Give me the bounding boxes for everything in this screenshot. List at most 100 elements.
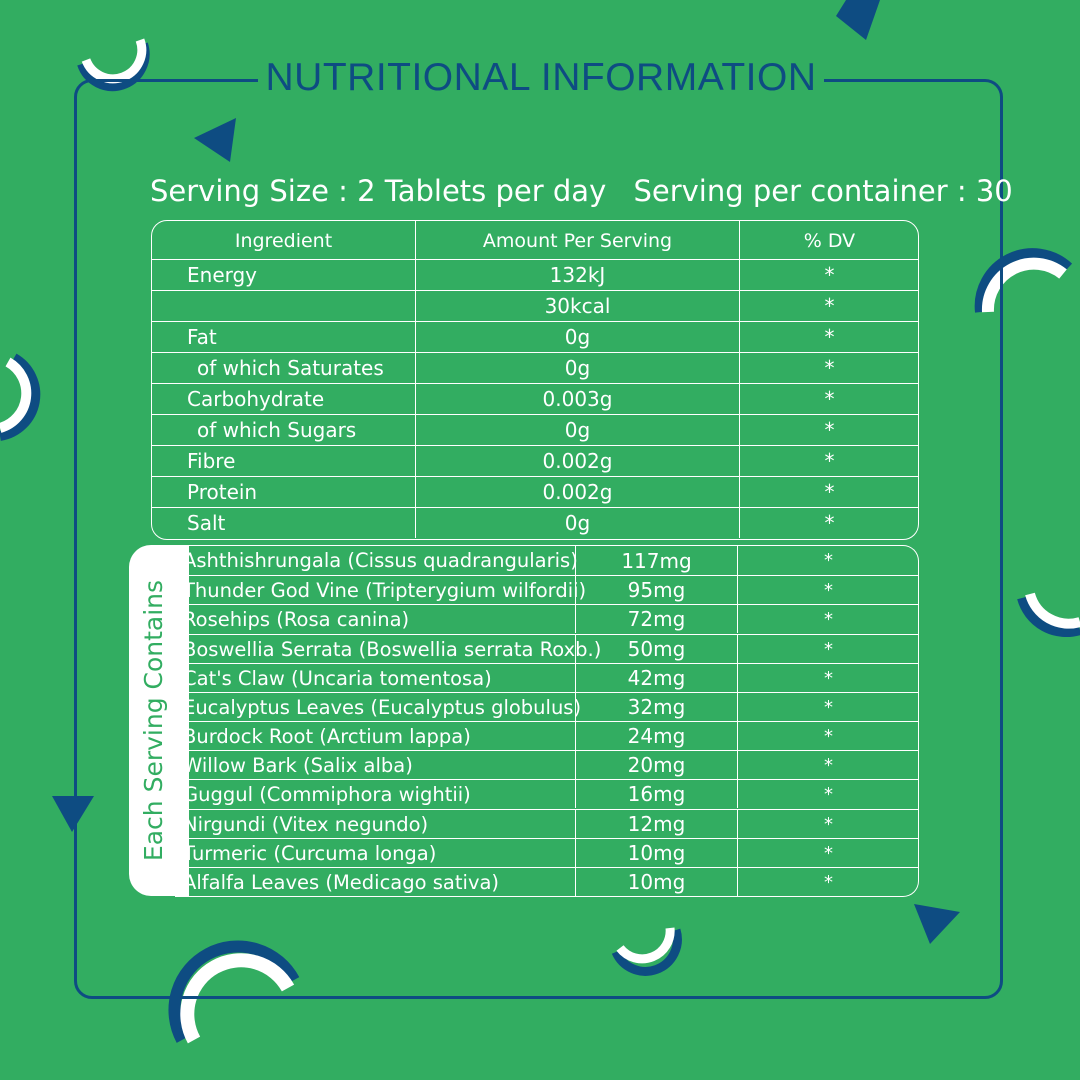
dv-cell: * (737, 576, 918, 605)
amount-cell: 30kcal (415, 291, 739, 321)
table-row: Guggul (Commiphora wightii) 16mg * (175, 779, 918, 809)
dv-cell: * (739, 477, 918, 507)
dv-cell: * (739, 291, 918, 321)
table-row: Willow Bark (Salix alba) 20mg * (175, 750, 918, 780)
amount-cell: 50mg (575, 635, 737, 664)
dv-cell: * (737, 722, 918, 751)
dv-cell: * (737, 839, 918, 868)
side-label-background (129, 545, 189, 896)
table-row: Alfalfa Leaves (Medicago sativa) 10mg * (175, 867, 918, 896)
arc-left-edge (0, 353, 41, 441)
amount-cell: 10mg (575, 839, 737, 868)
arc-left-edge-inner (0, 357, 32, 433)
nutrition-table: Ingredient Amount Per Serving % DV Energ… (151, 220, 919, 540)
dv-cell: * (739, 260, 918, 290)
dv-cell: * (737, 868, 918, 896)
ingredient-cell: Turmeric (Curcuma longa) (183, 841, 437, 865)
dv-cell: * (737, 635, 918, 664)
dv-cell: * (737, 780, 918, 809)
triangle-left-lower (52, 796, 94, 832)
table-row: Burdock Root (Arctium lappa) 24mg * (175, 721, 918, 751)
arc-top-left-inner (81, 38, 147, 84)
ingredient-cell: Protein (187, 480, 258, 504)
amount-cell: 24mg (575, 722, 737, 751)
table-row: Thunder God Vine (Tripterygium wilfordii… (175, 575, 918, 605)
amount-cell: 0.002g (415, 446, 739, 476)
amount-cell: 0.002g (415, 477, 739, 507)
table-row: 30kcal * (152, 290, 918, 321)
arc-bottom-left (168, 940, 300, 1043)
header-dv: % DV (739, 221, 918, 261)
arc-bottom-left-inner (180, 953, 295, 1044)
table-row: Cat's Claw (Uncaria tomentosa) 42mg * (175, 663, 918, 693)
nutrition-table-header: Ingredient Amount Per Serving % DV (152, 221, 918, 261)
ingredient-cell: Guggul (Commiphora wightii) (183, 782, 471, 806)
triangle-bottom-right (914, 904, 960, 944)
amount-cell: 42mg (575, 664, 737, 693)
amount-cell: 32mg (575, 693, 737, 722)
ingredient-cell: of which Sugars (197, 418, 357, 442)
table-row: Carbohydrate 0.003g * (152, 383, 918, 414)
table-row: Fibre 0.002g * (152, 445, 918, 476)
dv-cell: * (737, 751, 918, 780)
dv-cell: * (739, 508, 918, 538)
serving-per-container: Serving per container : 30 (633, 174, 1013, 208)
table-row: of which Saturates 0g * (152, 352, 918, 383)
arc-right-inner (981, 257, 1067, 313)
dv-cell: * (739, 322, 918, 352)
amount-cell: 0g (415, 322, 739, 352)
ingredient-cell: Alfalfa Leaves (Medicago sativa) (183, 870, 500, 894)
amount-cell: 12mg (575, 810, 737, 839)
arc-bottom-middle-inner (616, 927, 675, 964)
table-row: Rosehips (Rosa canina) 72mg * (175, 604, 918, 634)
ingredient-cell: Carbohydrate (187, 387, 325, 411)
arc-bottom-middle (611, 928, 682, 976)
title-container: NUTRITIONAL INFORMATION (258, 52, 824, 104)
triangle-left (194, 118, 236, 162)
amount-cell: 0g (415, 353, 739, 383)
table-row: Protein 0.002g * (152, 476, 918, 507)
ingredient-cell: Boswellia Serrata (Boswellia serrata Rox… (183, 637, 602, 661)
ingredient-cell: of which Saturates (197, 356, 384, 380)
dv-cell: * (739, 415, 918, 445)
ingredient-cell (152, 291, 415, 321)
arc-right-edge (1017, 596, 1080, 638)
ingredient-cell: Thunder God Vine (Tripterygium wilfordii… (183, 578, 587, 602)
side-label-container: Each Serving Contains (129, 545, 179, 896)
table-row: Ashthishrungala (Cissus quadrangularis) … (175, 546, 918, 576)
ingredient-cell: Fat (187, 325, 217, 349)
herbs-table: Ashthishrungala (Cissus quadrangularis) … (175, 545, 919, 897)
ingredient-cell: Rosehips (Rosa canina) (183, 607, 410, 631)
table-row: of which Sugars 0g * (152, 414, 918, 445)
dv-cell: * (737, 605, 918, 634)
amount-cell: 132kJ (415, 260, 739, 290)
side-label: Each Serving Contains (139, 579, 169, 862)
table-row: Eucalyptus Leaves (Eucalyptus globulus) … (175, 692, 918, 722)
serving-size: Serving Size : 2 Tablets per day (150, 174, 607, 208)
table-row: Boswellia Serrata (Boswellia serrata Rox… (175, 634, 918, 664)
amount-cell: 117mg (575, 546, 737, 576)
ingredient-cell: Energy (187, 263, 258, 287)
header-ingredient: Ingredient (234, 230, 333, 252)
arc-right-edge-inner (1025, 592, 1080, 629)
table-row: Fat 0g * (152, 321, 918, 352)
amount-cell: 0g (415, 415, 739, 445)
dv-cell: * (737, 546, 918, 576)
ingredient-cell: Cat's Claw (Uncaria tomentosa) (183, 666, 492, 690)
dv-cell: * (739, 446, 918, 476)
amount-cell: 95mg (575, 576, 737, 605)
dv-cell: * (737, 664, 918, 693)
ingredient-cell: Eucalyptus Leaves (Eucalyptus globulus) (183, 695, 582, 719)
dv-cell: * (737, 693, 918, 722)
serving-info: Serving Size : 2 Tablets per day Serving… (150, 174, 1013, 214)
dv-cell: * (739, 353, 918, 383)
amount-cell: 0g (415, 508, 739, 538)
table-row: Energy 132kJ * (152, 259, 918, 290)
dv-cell: * (739, 384, 918, 414)
ingredient-cell: Willow Bark (Salix alba) (183, 753, 413, 777)
amount-cell: 0.003g (415, 384, 739, 414)
ingredient-cell: Fibre (187, 449, 236, 473)
table-row: Turmeric (Curcuma longa) 10mg * (175, 838, 918, 868)
ingredient-cell: Salt (187, 511, 226, 535)
